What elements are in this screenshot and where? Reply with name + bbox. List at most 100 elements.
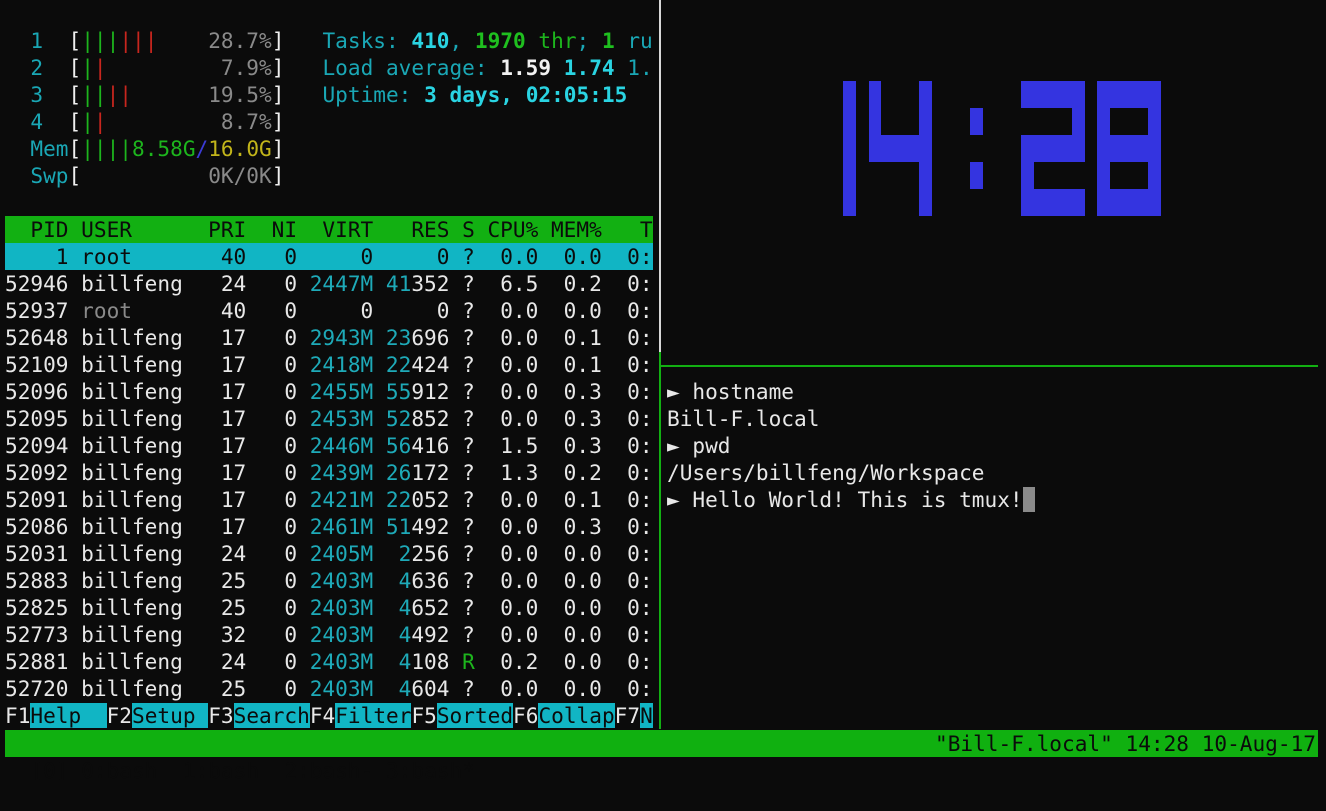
meter-text: Load average: — [322, 55, 501, 80]
meter-text: 1970 — [474, 28, 526, 53]
process-row[interactable]: 52720 billfeng 25 0 2403M 4604? 0.0 0.0 0: — [5, 675, 653, 702]
fkey-sorted[interactable]: F5Sorted — [411, 703, 514, 728]
time: 0: — [627, 541, 653, 566]
process-row[interactable]: 52883 billfeng 25 0 2403M 4636? 0.0 0.0 0: — [5, 567, 653, 594]
priority: 25 — [220, 595, 247, 620]
virt: 2461M — [309, 514, 374, 539]
process-row[interactable]: 1 root 40 0 0 0? 0.0 0.0 0: — [5, 243, 653, 270]
state: ? — [462, 406, 475, 431]
process-row[interactable]: 52096 billfeng 17 0 2455M 55912? 0.0 0.3 0: — [5, 378, 653, 405]
meter-text: ru — [614, 28, 653, 53]
cpu-percent: 0.0 — [500, 352, 539, 377]
process-row[interactable]: 52094 billfeng 17 0 2446M 56416? 1.5 0.3 0: — [5, 432, 653, 459]
state: ? — [462, 244, 475, 269]
info-meter: Uptime: 3 days, 02:05:15 — [5, 81, 627, 108]
fkey-filter[interactable]: F4Filter — [310, 703, 412, 728]
cpu-bar-user: || — [81, 82, 107, 107]
process-row[interactable]: 52031 billfeng 24 0 2405M 2256? 0.0 0.0 0: — [5, 540, 653, 567]
info-meter: Tasks: 410, 1970 thr; 1 ru — [5, 27, 653, 54]
window-tab-3[interactable]: 3:bash* — [386, 758, 475, 783]
process-row[interactable]: 52946 billfeng 24 0 2447M 41352? 6.5 0.2 0: — [5, 270, 653, 297]
clock-pixel — [1033, 135, 1047, 162]
pid: 52937 — [5, 298, 69, 323]
state: ? — [462, 325, 475, 350]
clock-pixel — [843, 108, 856, 135]
command-text: pwd — [692, 433, 731, 458]
pid: 52094 — [5, 433, 69, 458]
bracket: ] — [271, 28, 285, 53]
column-header-pri: PRI — [208, 217, 247, 242]
user: root — [81, 244, 132, 269]
fkey-key: F4 — [309, 703, 336, 728]
gap — [680, 487, 693, 512]
pid: 52092 — [5, 460, 69, 485]
process-row[interactable]: 52773 billfeng 32 0 2403M 4492? 0.0 0.0 0: — [5, 621, 653, 648]
gap — [68, 378, 81, 405]
clock-pixel — [1097, 135, 1110, 162]
clock-pixel — [843, 81, 856, 108]
nice: 0 — [284, 406, 298, 431]
mem-percent: 0.2 — [563, 271, 602, 296]
process-row[interactable]: 52825 billfeng 25 0 2403M 4652? 0.0 0.0 0: — [5, 594, 653, 621]
nice: 0 — [284, 271, 298, 296]
cpu-bar-system: || — [106, 82, 133, 107]
fkey-search[interactable]: F3Search — [208, 703, 310, 728]
pane-divider-vertical-active[interactable] — [659, 352, 661, 729]
fkey-n[interactable]: F7N — [615, 703, 653, 728]
window-tab-0[interactable]: 0:bash — [81, 758, 158, 783]
clock-pane[interactable] — [665, 0, 1326, 351]
nice: 0 — [284, 676, 298, 701]
time: 0: — [627, 595, 653, 620]
process-row[interactable]: 52086 billfeng 17 0 2461M 51492? 0.0 0.3 0: — [5, 513, 653, 540]
cpu-meter-4: 4 [|| 8.7%] — [5, 108, 284, 135]
user: billfeng — [81, 676, 183, 701]
fkey-key: F7 — [614, 703, 641, 728]
clock-pixel — [1059, 189, 1072, 216]
window-tab-2[interactable]: 2:bash- — [284, 758, 374, 783]
cpu-percent: 0.0 — [500, 244, 539, 269]
pane-divider-vertical[interactable] — [659, 0, 661, 352]
meter-text: ; — [576, 28, 602, 53]
res-thousands: 2 — [398, 541, 412, 566]
fkey-collap[interactable]: F6Collap — [513, 703, 615, 728]
mem-label: Mem — [5, 136, 69, 161]
process-row[interactable]: 52937 root 40 0 0 0? 0.0 0.0 0: — [5, 297, 653, 324]
res: 26172 — [373, 459, 450, 486]
res-thousands: 4 — [398, 622, 412, 647]
time: 0: — [627, 271, 653, 296]
gap — [373, 758, 386, 783]
fkey-help[interactable]: F1Help — [5, 703, 107, 728]
res: 2256 — [373, 540, 450, 567]
time: 0: — [627, 568, 653, 593]
gap — [68, 351, 81, 378]
cpu-percent: 0.2 — [500, 649, 539, 674]
mem-percent: 0.3 — [563, 433, 602, 458]
clock-pixel — [1033, 81, 1047, 108]
gap — [68, 594, 81, 621]
virt: 2405M — [309, 541, 374, 566]
res: 22424 — [373, 351, 450, 378]
nice: 0 — [284, 298, 298, 323]
res-thousands: 41 — [385, 271, 412, 296]
virt: 0 — [360, 298, 374, 323]
column-header-ni: NI — [271, 217, 298, 242]
process-row[interactable]: 52648 billfeng 17 0 2943M 23696? 0.0 0.1 0: — [5, 324, 653, 351]
shell-pane[interactable]: ► hostname Bill-F.local ► pwd/Users/billfe… — [667, 378, 1317, 729]
fkey-setup[interactable]: F2Setup — [107, 703, 209, 728]
time: 0: — [627, 298, 653, 323]
process-row[interactable]: 52092 billfeng 17 0 2439M 26172? 1.3 0.2 0: — [5, 459, 653, 486]
process-row[interactable]: 52095 billfeng 17 0 2453M 52852? 0.0 0.3 0: — [5, 405, 653, 432]
process-row[interactable]: 52881 billfeng 24 0 2403M 4108 R 0.2 0.0 0: — [5, 648, 653, 675]
gap — [68, 459, 81, 486]
clock-pixel — [970, 162, 983, 189]
res-units: 0 — [436, 298, 450, 323]
window-tab-1[interactable]: 1:bash — [182, 758, 260, 783]
pid: 52031 — [5, 541, 69, 566]
clock-pixel — [1046, 135, 1060, 162]
process-row[interactable]: 52091 billfeng 17 0 2421M 22052? 0.0 0.1 0: — [5, 486, 653, 513]
pid: 52881 — [5, 649, 69, 674]
pane-divider-horizontal[interactable] — [661, 365, 1318, 367]
process-row[interactable]: 52109 billfeng 17 0 2418M 22424? 0.0 0.1 0: — [5, 351, 653, 378]
fkey-key: F3 — [208, 703, 234, 728]
htop-pane[interactable]: 1 [|||||| 28.7%] 2 [|| 7.9%] 3 [|||| 19.5%]… — [5, 0, 653, 729]
